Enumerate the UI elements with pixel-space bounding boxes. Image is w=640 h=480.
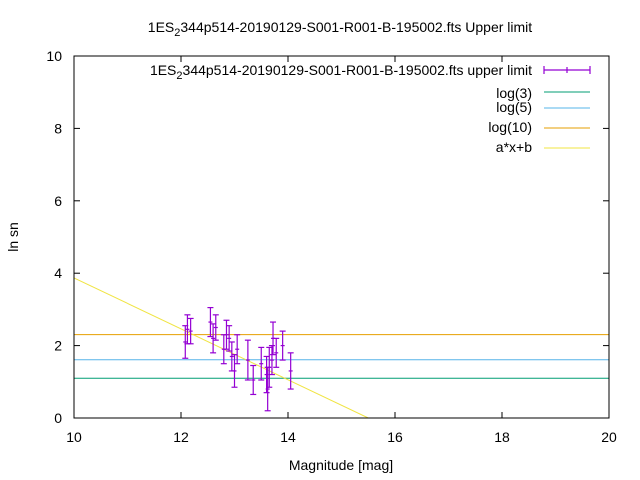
error-bar xyxy=(250,364,257,396)
x-tick-label: 14 xyxy=(280,429,296,445)
error-bar xyxy=(279,330,286,361)
error-bar xyxy=(244,339,251,381)
y-tick-label: 0 xyxy=(54,410,62,426)
chart-title: 1ES2344p514-20190129-S001-R001-B-195002.… xyxy=(148,19,532,39)
error-bar xyxy=(210,323,217,354)
x-tick-label: 12 xyxy=(173,429,189,445)
legend: 1ES2344p514-20190129-S001-R001-B-195002.… xyxy=(150,62,591,155)
x-tick-label: 18 xyxy=(494,429,510,445)
error-bar xyxy=(234,334,241,365)
x-tick-label: 10 xyxy=(66,429,82,445)
error-bar xyxy=(187,317,194,345)
error-bar xyxy=(268,345,275,376)
error-bar xyxy=(182,325,189,359)
error-bar xyxy=(231,354,238,388)
error-bar xyxy=(226,325,233,352)
error-bar xyxy=(266,346,273,388)
error-bar xyxy=(287,352,294,390)
plot-series xyxy=(74,277,609,418)
y-tick-label: 4 xyxy=(54,265,62,281)
legend-sample-upper-limit xyxy=(543,66,591,74)
y-tick-label: 10 xyxy=(46,48,62,64)
error-bar xyxy=(273,337,280,368)
legend-label-log10: log(10) xyxy=(488,119,532,135)
fit-line xyxy=(74,277,369,418)
x-axis-label: Magnitude [mag] xyxy=(289,457,393,473)
y-tick-label: 8 xyxy=(54,120,62,136)
error-bar xyxy=(223,319,230,350)
x-tick-label: 16 xyxy=(387,429,403,445)
plot-frame xyxy=(73,55,610,419)
legend-label-fit: a*x+b xyxy=(496,139,532,155)
y-tick-label: 2 xyxy=(54,338,62,354)
legend-label-log3: log(3) xyxy=(496,85,532,101)
error-bar xyxy=(263,355,270,394)
plot-area xyxy=(74,277,609,418)
error-bar xyxy=(258,346,265,381)
y-tick-label: 6 xyxy=(54,193,62,209)
error-bar xyxy=(207,306,214,338)
legend-label-upper-limit: 1ES2344p514-20190129-S001-R001-B-195002.… xyxy=(150,62,532,82)
x-tick-label: 20 xyxy=(601,429,617,445)
axes: 10 12 14 16 18 20 0 2 4 6 8 10 xyxy=(46,48,617,445)
legend-label-log5: log(5) xyxy=(496,99,532,115)
error-bar xyxy=(212,314,219,341)
y-axis-label: ln sn xyxy=(5,222,21,252)
